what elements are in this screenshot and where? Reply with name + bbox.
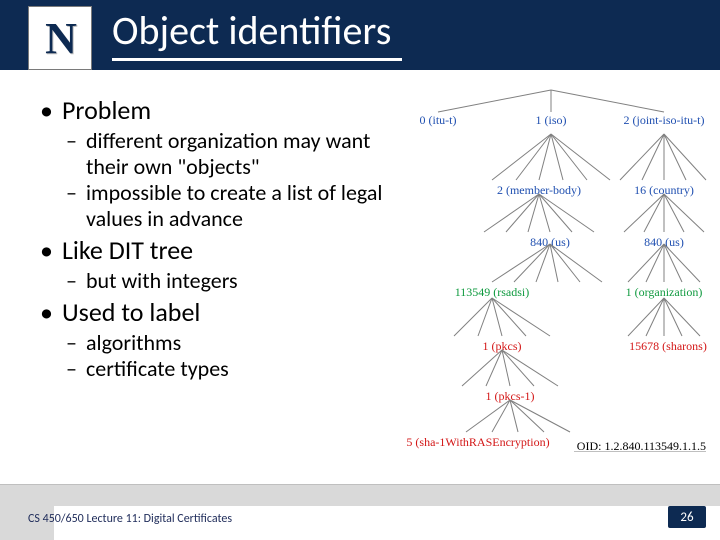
bullet-level2: certificate types [40,356,410,382]
svg-text:1 (iso): 1 (iso) [536,113,567,127]
slide-header: N Object identifiers [0,0,720,70]
bullet-level1: Used to label [40,296,410,328]
page-number: 26 [668,506,706,528]
svg-text:15678 (sharons): 15678 (sharons) [629,339,707,353]
bullet-level1: Problem [40,94,410,126]
content-bullets: Problemdifferent organization may want t… [40,92,410,382]
bullet-level2: algorithms [40,330,410,356]
bullet-level2: different organization may want their ow… [40,128,410,180]
logo: N [28,6,92,70]
bullet-level1: Like DIT tree [40,234,410,266]
svg-text:1 (organization): 1 (organization) [626,285,703,299]
svg-text:5 (sha-1WithRASEncryption): 5 (sha-1WithRASEncryption) [406,435,549,449]
svg-text:0 (itu-t): 0 (itu-t) [420,113,457,127]
footer-text: CS 450/650 Lecture 11: Digital Certifica… [28,512,232,526]
svg-text:840 (us): 840 (us) [530,235,570,249]
logo-letter: N [45,13,75,64]
svg-text:113549 (rsadsi): 113549 (rsadsi) [455,285,530,299]
svg-text:OID: 1.2.840.113549.1.1.5: OID: 1.2.840.113549.1.1.5 [577,439,706,452]
bullet-level2: but with integers [40,268,410,294]
oid-tree-diagram: 0 (itu-t)1 (iso)2 (joint-iso-itu-t)2 (me… [406,82,716,452]
page-title: Object identifiers [112,6,391,55]
title-underline [112,58,402,61]
svg-text:2 (joint-iso-itu-t): 2 (joint-iso-itu-t) [624,113,705,127]
bullet-level2: impossible to create a list of legal val… [40,180,410,232]
footer-bar [0,485,720,506]
